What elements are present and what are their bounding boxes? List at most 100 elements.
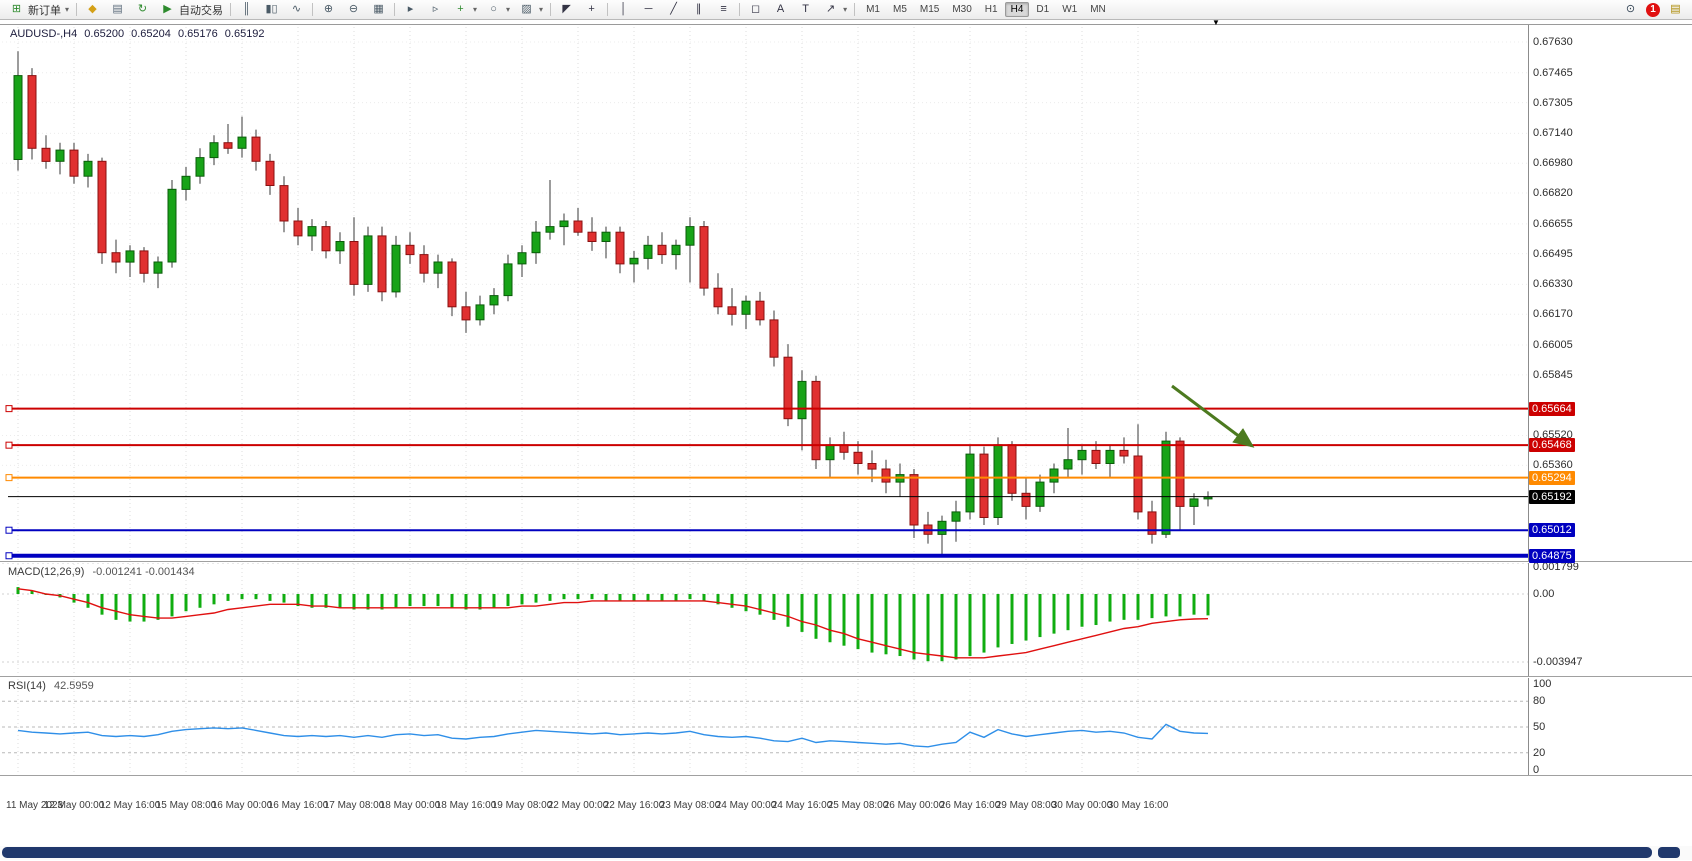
time-axis-label: 24 May 16:00: [771, 800, 833, 811]
toolbar-separator: [394, 3, 396, 16]
cursor-icon[interactable]: ◤: [554, 1, 579, 19]
timeframe-m1[interactable]: M1: [866, 4, 880, 15]
indicators-icon[interactable]: + ▾: [448, 1, 481, 19]
periods-icon[interactable]: ○ ▾: [481, 1, 514, 19]
candle: [741, 295, 751, 330]
horizontal-line-icon: ─: [644, 3, 653, 15]
timeframe-d1[interactable]: D1: [1036, 4, 1050, 15]
trend-arrow[interactable]: [1171, 384, 1255, 448]
auto-scroll-icon: ▸: [407, 3, 414, 15]
candle: [1119, 437, 1129, 464]
horizontal-line[interactable]: [5, 405, 1528, 413]
candle: [951, 500, 961, 542]
price-tick-label: 0.67630: [1533, 36, 1573, 48]
candle: [965, 444, 975, 520]
autotrading-button[interactable]: ▶ 自动交易: [155, 1, 227, 19]
horizontal-line[interactable]: [5, 552, 1528, 560]
notification-badge[interactable]: 1: [1646, 2, 1660, 17]
chart-shift-marker[interactable]: ▼: [1212, 18, 1220, 27]
price-badge: 0.65294: [1529, 471, 1575, 485]
candle: [923, 511, 933, 544]
symbol-period: AUDUSD-,H4: [10, 28, 78, 40]
macd-panel[interactable]: [0, 562, 1692, 677]
panel-separator-rsi[interactable]: [0, 676, 1692, 678]
rsi-label: RSI(14): [8, 680, 46, 692]
candle: [139, 247, 149, 283]
panel-icon[interactable]: ▤: [1663, 1, 1688, 19]
candle: [363, 226, 373, 292]
zoom-in-icon[interactable]: ⊕: [316, 1, 341, 19]
label-icon[interactable]: T: [793, 1, 818, 19]
timeframe-m30[interactable]: M30: [952, 4, 972, 15]
text-icon[interactable]: A: [768, 1, 793, 19]
toolbar-separator: [854, 3, 856, 16]
tile-windows-icon[interactable]: ▦: [366, 1, 391, 19]
candle: [237, 116, 247, 158]
layout-icon[interactable]: ▤: [105, 1, 130, 19]
new-order-button[interactable]: ⊞ 新订单 ▾: [4, 1, 73, 19]
chevron-down-icon: ▾: [65, 5, 70, 14]
candle: [433, 254, 443, 289]
horizontal-line[interactable]: [5, 526, 1528, 534]
crosshair-icon[interactable]: +: [579, 1, 604, 19]
candle: [671, 239, 681, 270]
time-axis-label: 16 May 16:00: [267, 800, 329, 811]
channel-icon[interactable]: ∥: [686, 1, 711, 19]
candle: [713, 273, 723, 315]
timeframe-h1[interactable]: H1: [984, 4, 998, 15]
candle: [531, 221, 541, 264]
candle: [727, 288, 737, 326]
panel-separator-timeaxis[interactable]: [0, 775, 1692, 777]
candle: [265, 153, 275, 195]
chart-top-border: [0, 24, 1692, 25]
chart-shift-icon: ▹: [432, 3, 439, 15]
timeframe-m15[interactable]: M15: [919, 4, 940, 15]
candle: [573, 207, 583, 236]
price-tick-label: 0.67305: [1533, 97, 1573, 109]
timeframe-m5[interactable]: M5: [892, 4, 907, 15]
rsi-panel[interactable]: [0, 677, 1692, 776]
zoom-out-icon[interactable]: ⊖: [341, 1, 366, 19]
time-axis-label: 30 May 00:00: [1051, 800, 1113, 811]
trendline-icon[interactable]: ╱: [661, 1, 686, 19]
candle: [503, 254, 513, 302]
shapes-icon[interactable]: ◻: [743, 1, 768, 19]
vertical-line-icon[interactable]: │: [611, 1, 636, 19]
timeframe-h4[interactable]: H4: [1004, 2, 1030, 17]
timeframe-group: M1 M5 M15 M30 H1 H4 D1 W1 MN: [860, 2, 1112, 17]
toolbar-separator: [76, 3, 78, 16]
panel-separator-macd[interactable]: [0, 561, 1692, 563]
chart-shift-icon[interactable]: ▹: [423, 1, 448, 19]
candle: [629, 250, 639, 283]
candlestick-chart-icon[interactable]: ▮▯: [259, 1, 284, 19]
templates-icon[interactable]: ▨ ▾: [514, 1, 547, 19]
scrollbar-end-piece[interactable]: [1658, 847, 1680, 858]
chevron-down-icon: ▾: [473, 5, 478, 14]
horizontal-scrollbar[interactable]: [0, 846, 1692, 860]
horizontal-line[interactable]: [5, 474, 1528, 482]
toolbar: ⊞ 新订单 ▾ ◆ ▤ ↻ ▶ 自动交易 ║ ▮▯ ∿ ⊕ ⊖ ▦ ▸ ▹ + ▾ ○ ▾ ▨ ▾ ◤ + │ ─ ╱ ∥ ≡ ◻ A T ↗ ▾…: [0, 0, 1692, 20]
line-chart-icon[interactable]: ∿: [284, 1, 309, 19]
bar-chart-icon[interactable]: ║: [234, 1, 259, 19]
timeframe-w1[interactable]: W1: [1062, 4, 1078, 15]
main-price-chart[interactable]: [0, 25, 1692, 562]
fibonacci-icon[interactable]: ≡: [711, 1, 736, 19]
candle: [209, 135, 219, 166]
toolbar-separator: [607, 3, 609, 16]
refresh-icon[interactable]: ↻: [130, 1, 155, 19]
chevron-down-icon: ▾: [506, 5, 511, 14]
horizontal-line-icon[interactable]: ─: [636, 1, 661, 19]
timeframe-mn[interactable]: MN: [1090, 4, 1106, 15]
horizontal-line[interactable]: [5, 441, 1528, 449]
macd-label: MACD(12,26,9): [8, 566, 85, 578]
arrows-icon[interactable]: ↗ ▾: [818, 1, 851, 19]
play-icon: ▶: [163, 3, 172, 15]
auto-scroll-icon[interactable]: ▸: [398, 1, 423, 19]
candle: [601, 226, 611, 259]
macd-axis-label: 0.001799: [1533, 561, 1579, 573]
search-icon[interactable]: ⊙: [1618, 1, 1643, 19]
price-tick-label: 0.65845: [1533, 369, 1573, 381]
styles-icon[interactable]: ◆: [80, 1, 105, 19]
candle: [111, 239, 121, 274]
scrollbar-thumb[interactable]: [2, 847, 1652, 858]
